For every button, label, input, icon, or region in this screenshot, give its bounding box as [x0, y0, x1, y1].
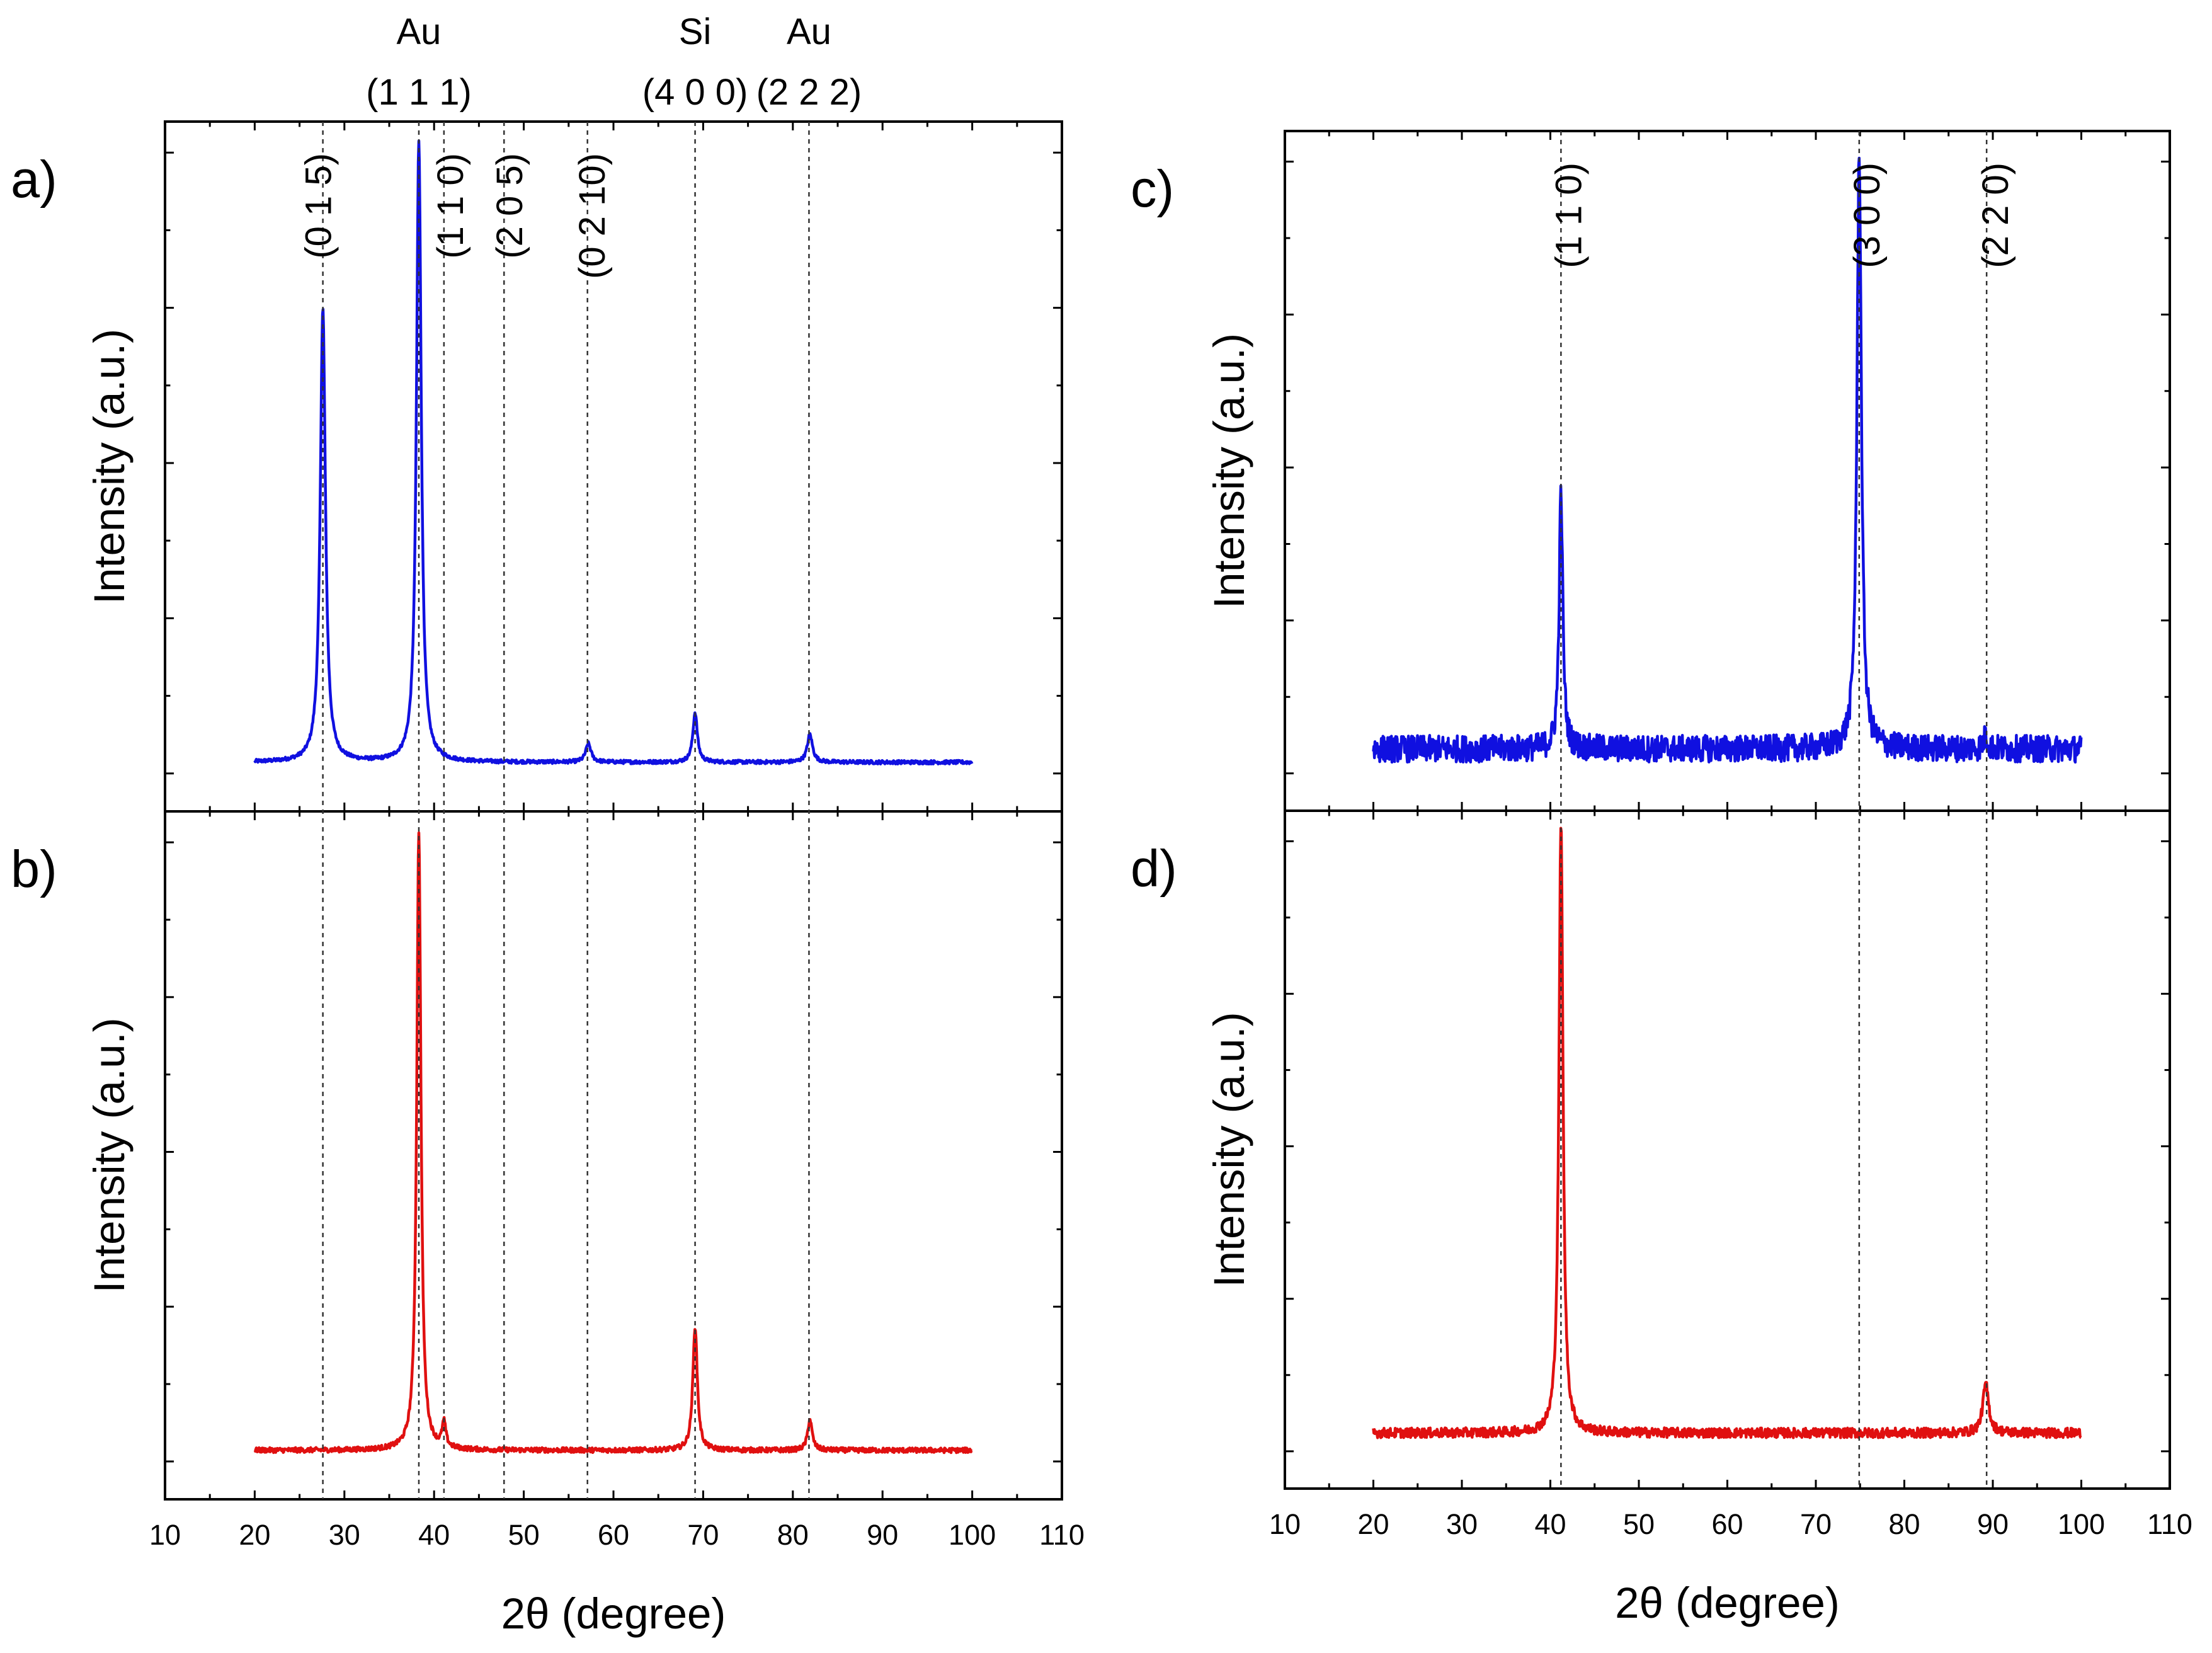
y-axis-label: Intensity (a.u.) [1205, 333, 1253, 609]
x-tick-label: 40 [1534, 1508, 1566, 1540]
top-annotation-element: Si [679, 11, 712, 52]
peak-annotation: (0 2 10) [572, 153, 613, 279]
plot-frame [1284, 809, 2171, 1490]
peak-annotation: (1 1 0) [430, 153, 471, 259]
panel-label: c) [1131, 159, 1174, 218]
x-tick-label: 90 [1977, 1508, 2009, 1540]
x-tick-label: 60 [1711, 1508, 1743, 1540]
x-tick-label: 50 [1623, 1508, 1655, 1540]
panel-a: Intensity (a.u.) a) [11, 120, 1063, 813]
x-tick-label: 70 [1800, 1508, 1832, 1540]
y-axis-label: Intensity (a.u.) [85, 1017, 134, 1293]
x-tick-label: 30 [1446, 1508, 1478, 1540]
x-tick-label: 10 [1269, 1508, 1301, 1540]
series-line [253, 831, 973, 1455]
x-tick-label: 100 [949, 1519, 996, 1551]
x-tick-label: 40 [418, 1519, 450, 1551]
x-tick-label: 20 [1357, 1508, 1389, 1540]
top-annotation-index: (4 0 0) [642, 72, 748, 113]
y-axis-label: Intensity (a.u.) [85, 329, 134, 604]
x-axis-label: 2θ (degree) [501, 1589, 726, 1638]
panel-label: a) [11, 150, 57, 209]
panel-label: b) [11, 840, 57, 898]
x-tick-label: 80 [1888, 1508, 1920, 1540]
x-tick-label: 50 [508, 1519, 540, 1551]
x-tick-label: 110 [1039, 1519, 1085, 1551]
peak-annotation: (0 1 5) [298, 153, 339, 259]
peak-annotation: (2 2 0) [1975, 163, 2016, 268]
panel-d: 10 20 30 40 50 60 70 80 90 100 110 2θ (degree) Inten… [1131, 809, 2192, 1627]
x-tick-label: 60 [598, 1519, 629, 1551]
top-annotation-element: Au [397, 11, 442, 52]
series-line [1372, 827, 2082, 1439]
x-tick-label: 100 [2058, 1508, 2105, 1540]
x-tick-label: 90 [867, 1519, 898, 1551]
panel-label: d) [1131, 839, 1177, 898]
x-tick-label: 80 [777, 1519, 809, 1551]
x-tick-label: 10 [149, 1519, 181, 1551]
top-annotation-index: (2 2 2) [756, 72, 862, 113]
peak-annotation: (3 0 0) [1847, 163, 1888, 268]
top-annotation-index: (1 1 1) [366, 72, 472, 113]
peak-annotation: (2 0 5) [489, 153, 530, 259]
peak-annotation: (1 1 0) [1549, 163, 1590, 268]
x-axis-label: 2θ (degree) [1615, 1579, 1840, 1627]
top-annotation-element: Au [787, 11, 831, 52]
x-tick-label: 70 [687, 1519, 719, 1551]
series-line [253, 139, 974, 766]
series-line [1372, 156, 2083, 764]
plot-frame [164, 810, 1063, 1501]
x-tick-label: 110 [2147, 1508, 2192, 1540]
panel-b: 10 20 30 40 50 60 70 80 90 100 110 2θ (degree) Inten… [11, 810, 1085, 1638]
x-tick-label: 20 [239, 1519, 270, 1551]
plot-frame [1284, 130, 2171, 812]
x-tick-label: 30 [329, 1519, 360, 1551]
y-axis-label: Intensity (a.u.) [1205, 1012, 1253, 1287]
